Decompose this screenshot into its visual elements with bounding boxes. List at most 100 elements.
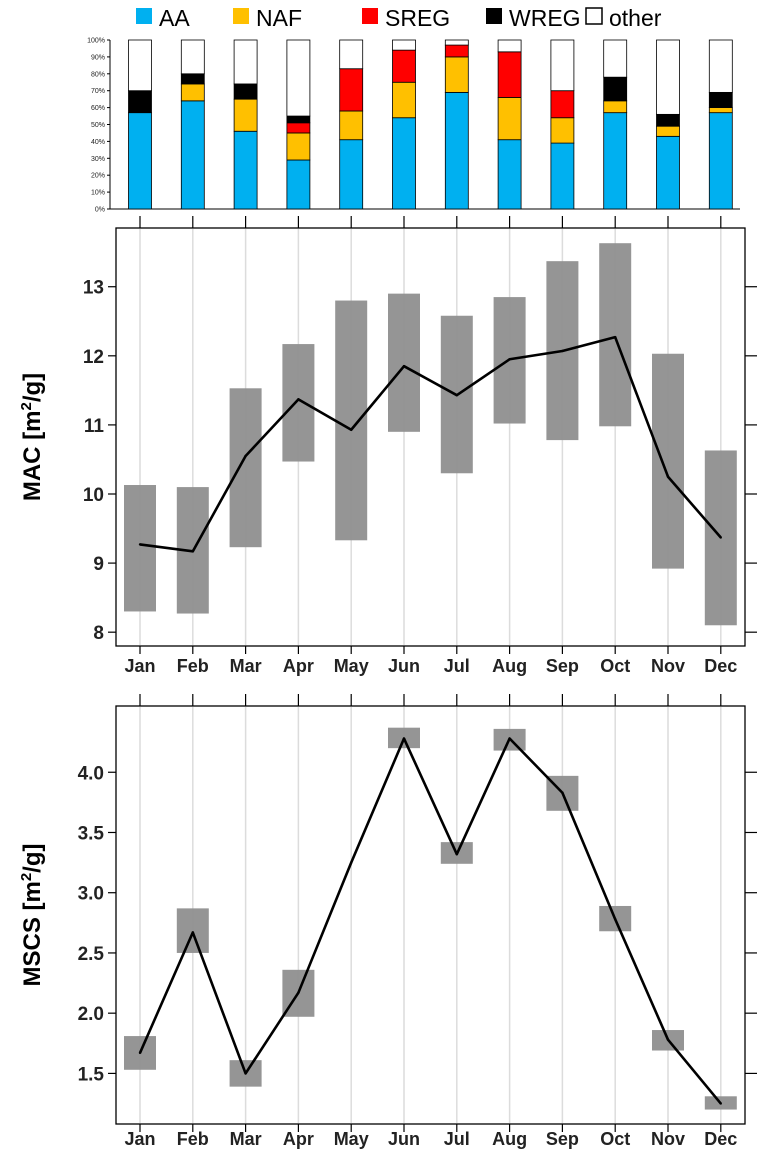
mscs-x-tick-label: Mar <box>230 1129 262 1149</box>
mac-range-bar-mar <box>229 388 262 548</box>
stack-y-tick-label: 10% <box>91 190 105 197</box>
mac-point-dec <box>719 536 722 539</box>
mac-y-tick-label: 11 <box>84 416 105 437</box>
mac-range-bar-jun <box>388 293 420 432</box>
stack-bar-may-naf <box>339 110 364 141</box>
stack-bar-oct-other <box>603 39 628 78</box>
mac-point-mar <box>244 454 247 458</box>
mac-y-tick-label: 9 <box>93 554 104 575</box>
mac-y-axis-label: MAC [m2/g] <box>18 373 46 501</box>
stack-y-tick-label: 50% <box>91 122 105 129</box>
stack-bar-jan-other <box>128 39 152 92</box>
mac-y-axis-label-sup: 2 <box>18 402 35 410</box>
stack-bar-aug-other <box>497 39 522 53</box>
mscs-point-jun <box>402 737 406 740</box>
stack-bar-aug-sreg <box>497 51 522 98</box>
mac-point-may <box>350 428 353 431</box>
mscs-y-tick-label: 3.5 <box>78 823 105 844</box>
stack-y-tick-label: 70% <box>91 88 105 95</box>
stack-bar-dec-wreg <box>708 91 733 108</box>
legend-label-naf: NAF <box>256 5 302 31</box>
mac-y-tick-label: 13 <box>83 278 104 299</box>
stack-bar-apr-wreg <box>286 115 311 124</box>
mac-point-sep <box>561 349 564 353</box>
mscs-point-nov <box>666 1038 670 1041</box>
mscs-series-line <box>138 737 722 1105</box>
stack-bar-dec-naf <box>708 107 733 114</box>
stack-bar-jul-other <box>444 39 469 46</box>
stack-y-tick-label: 0% <box>95 207 105 214</box>
stack-bar-oct-aa <box>603 112 628 210</box>
mac-point-jan <box>138 543 142 546</box>
stack-bar-dec-aa <box>708 112 733 210</box>
mscs-x-tick-label: Nov <box>651 1129 685 1149</box>
stack-bar-jun-sreg <box>392 49 416 83</box>
mscs-x-tick-label: Feb <box>177 1129 209 1149</box>
stack-bar-jul-naf <box>444 56 469 93</box>
mscs-point-feb <box>191 931 194 934</box>
stack-y-tick-label: 40% <box>91 139 105 146</box>
mscs-y-tick-label: 2.5 <box>78 944 105 965</box>
mscs-y-tick-label: 2.0 <box>78 1004 104 1025</box>
stack-bar-jan-aa <box>128 112 152 210</box>
mac-point-apr <box>297 398 300 401</box>
mscs-y-axis-label-main: MSCS [m <box>19 881 46 986</box>
mac-x-tick-label: Nov <box>651 656 685 676</box>
mscs-x-tick-label: Jul <box>444 1129 470 1149</box>
mac-y-axis-label-tail: /g] <box>19 373 46 402</box>
stack-y-tick-label: 60% <box>91 105 105 112</box>
mac-x-tick-label: May <box>334 656 369 676</box>
mac-x-tick-label: Apr <box>283 656 314 676</box>
mac-y-tick-label: 12 <box>83 347 104 368</box>
mac-chart: Jan Feb Mar Apr May Jun Jul Aug Sep Oct Nov Dec 8 9 10… <box>18 216 757 676</box>
legend-swatch-aa <box>136 8 152 24</box>
mscs-point-sep <box>561 791 564 794</box>
legend: AA NAF SREG WREG other <box>136 5 662 31</box>
stack-y-tick-label: 90% <box>91 54 105 61</box>
mscs-y-tick-label: 4.0 <box>78 763 104 784</box>
stack-y-tick-label: 100% <box>87 38 105 45</box>
mac-range-bar-apr <box>282 344 315 462</box>
stack-bar-sep-other <box>550 39 575 92</box>
stack-bar-mar-other <box>233 39 258 85</box>
stacked-bar-chart: 0% 10% 20% 30% 40% 50% 60% 70% 80% 90% 100% <box>87 38 740 214</box>
mac-x-tick-label: Jul <box>444 656 470 676</box>
mac-y-axis-label-main: MAC [m <box>19 411 46 502</box>
stack-bar-apr-aa <box>286 159 311 210</box>
mac-x-tick-label: Jun <box>388 656 420 676</box>
mscs-x-tick-label: Dec <box>704 1129 737 1149</box>
mac-plot-frame <box>115 227 746 647</box>
mac-x-tick-label: Sep <box>546 656 579 676</box>
stack-bar-apr-naf <box>286 132 311 161</box>
stack-bar-sep-naf <box>550 117 575 144</box>
mac-point-feb <box>191 550 194 553</box>
stack-bar-may-other <box>339 39 364 70</box>
legend-swatch-naf <box>233 8 249 24</box>
legend-label-sreg: SREG <box>385 5 450 31</box>
mac-x-tick-label: Feb <box>177 656 209 676</box>
mac-point-nov <box>666 475 670 478</box>
stack-bar-sep-sreg <box>550 90 575 119</box>
stack-bar-aug-naf <box>497 97 522 141</box>
mscs-x-tick-label: Apr <box>283 1129 314 1149</box>
mac-y-tick-label: 8 <box>93 623 104 644</box>
mac-range-bar-nov <box>652 353 684 569</box>
stack-bar-oct-naf <box>603 100 628 114</box>
stack-bar-mar-naf <box>233 98 258 132</box>
mscs-point-aug <box>508 737 511 740</box>
stack-bar-apr-sreg <box>286 122 311 134</box>
stack-bar-mar-aa <box>233 130 258 210</box>
mac-x-tick-label: Dec <box>704 656 737 676</box>
stack-bar-nov-aa <box>656 135 680 210</box>
mac-range-bar-may <box>335 300 368 541</box>
legend-swatch-other <box>585 7 603 25</box>
mscs-y-tick-label: 3.0 <box>78 884 104 905</box>
mscs-x-tick-label: Oct <box>600 1129 630 1149</box>
stack-bar-apr-other <box>286 39 311 117</box>
legend-swatch-sreg <box>362 8 378 24</box>
mac-x-tick-label: Oct <box>600 656 630 676</box>
mscs-point-jan <box>138 1051 142 1055</box>
mscs-x-tick-label: Jun <box>388 1129 420 1149</box>
stack-bar-may-sreg <box>339 68 364 112</box>
mac-point-oct <box>614 335 617 339</box>
